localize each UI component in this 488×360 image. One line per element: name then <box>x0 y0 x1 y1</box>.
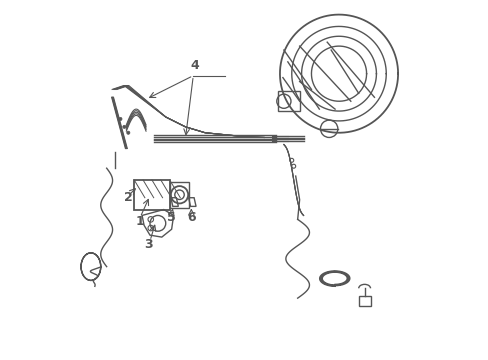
Text: 5: 5 <box>167 211 176 224</box>
Text: 2: 2 <box>123 191 132 204</box>
Circle shape <box>119 117 122 121</box>
Text: 3: 3 <box>143 238 152 252</box>
Text: 6: 6 <box>186 211 195 224</box>
Text: 1: 1 <box>136 215 144 228</box>
Circle shape <box>126 131 130 134</box>
Text: 4: 4 <box>190 59 199 72</box>
Circle shape <box>122 125 126 129</box>
